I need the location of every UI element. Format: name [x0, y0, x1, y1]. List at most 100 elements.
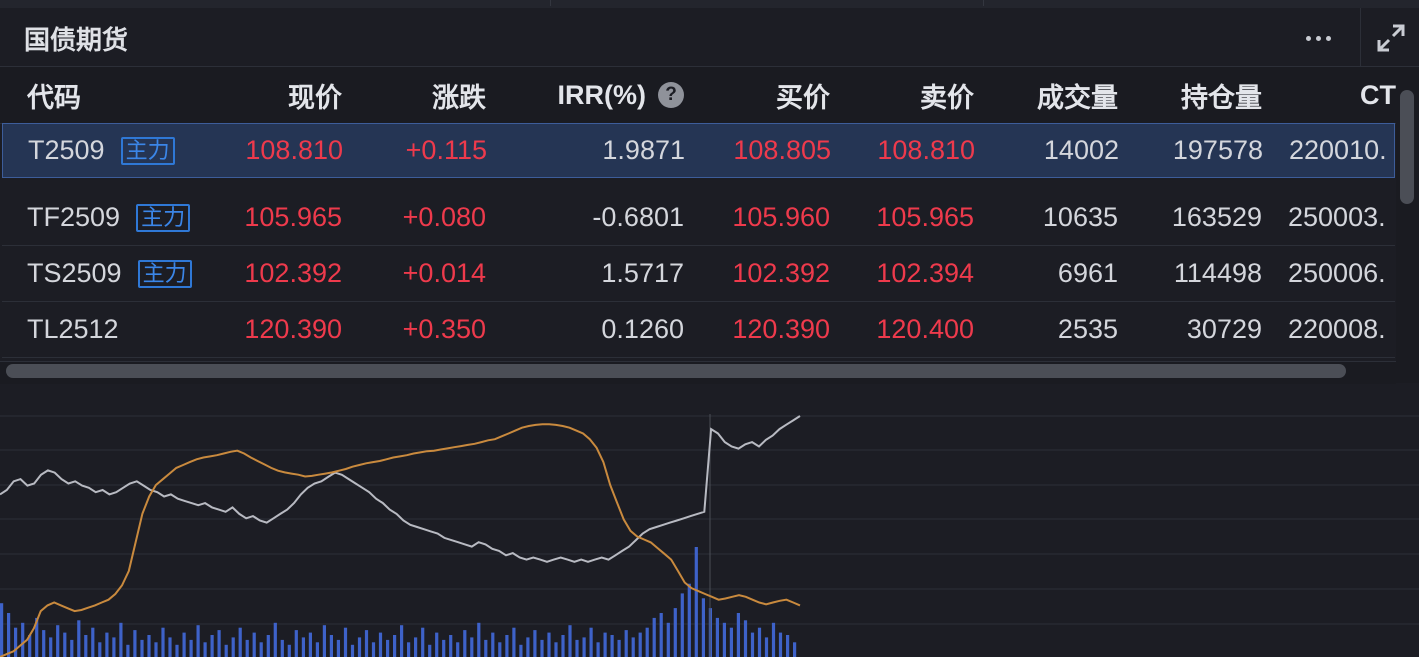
volume-bar: [329, 635, 333, 657]
change-cell: +0.115: [405, 135, 487, 165]
volume-cell: 10635: [1042, 202, 1118, 232]
main-contract-badge: 主力: [137, 259, 192, 288]
volume-bar: [498, 642, 502, 657]
contract-code-cell: T2509 主力: [28, 124, 175, 177]
volume-bar: [112, 637, 116, 657]
table-row[interactable]: T2509 主力 108.810 +0.115 1.9871 108.805 10…: [2, 123, 1395, 178]
contract-code-cell: TS2509 主力: [27, 246, 192, 301]
ask-cell: 108.810: [877, 135, 975, 165]
volume-bars: [0, 547, 797, 657]
volume-bar: [645, 627, 649, 657]
volume-bar: [666, 622, 670, 657]
volume-bar: [63, 632, 67, 657]
volume-bar: [750, 632, 755, 657]
volume-bar: [175, 644, 179, 657]
volume-bar: [793, 642, 797, 657]
volume-bar: [357, 637, 362, 657]
volume-bar: [694, 547, 698, 657]
volume-bar: [617, 639, 621, 657]
col-header-ask[interactable]: 卖价: [920, 82, 974, 113]
volume-bar: [582, 637, 586, 657]
volume-cell: 6961: [1057, 258, 1118, 288]
ask-cell: 105.965: [876, 202, 974, 232]
average-price-line: [0, 423, 801, 657]
horizontal-scrollbar-thumb[interactable]: [6, 364, 1346, 378]
volume-bar: [378, 632, 383, 657]
volume-bar: [505, 635, 509, 657]
question-icon[interactable]: ?: [658, 82, 684, 108]
volume-bar: [589, 627, 593, 657]
col-header-bid[interactable]: 买价: [776, 82, 830, 113]
table-row[interactable]: TS2509 主力 102.392 +0.014 1.5717 102.392 1…: [2, 246, 1395, 302]
volume-bar: [119, 622, 123, 657]
volume-bar: [638, 632, 642, 657]
volume-bar: [245, 639, 249, 657]
volume-bar: [217, 630, 221, 657]
volume-bar: [596, 642, 600, 657]
volume-bar: [0, 603, 4, 657]
volume-bar: [98, 642, 102, 657]
volume-bar: [189, 639, 193, 657]
col-header-ctd[interactable]: CT: [1360, 79, 1396, 110]
irr-cell: 1.5717: [601, 258, 684, 288]
volume-bar: [414, 637, 418, 657]
ctd-cell: 250003.: [1288, 202, 1386, 232]
ask-cell: 102.394: [876, 258, 974, 288]
col-header-price[interactable]: 现价: [288, 82, 342, 113]
volume-bar: [105, 632, 109, 657]
volume-bar: [350, 644, 355, 657]
expand-button[interactable]: [1360, 8, 1419, 66]
col-header-change[interactable]: 涨跌: [432, 82, 486, 113]
volume-bar: [386, 639, 390, 657]
col-header-code[interactable]: 代码: [27, 82, 81, 113]
contract-code: TL2512: [27, 314, 119, 344]
volume-bar: [336, 639, 340, 657]
table-row[interactable]: TL2512 120.390 +0.350 0.1260 120.390 120…: [2, 302, 1395, 358]
volume-bar: [603, 632, 607, 657]
col-header-volume[interactable]: 成交量: [1037, 82, 1118, 113]
volume-bar: [56, 625, 60, 657]
volume-bar: [456, 642, 460, 657]
volume-bar: [554, 642, 558, 657]
volume-cell: 14002: [1043, 135, 1119, 165]
volume-bar: [14, 627, 18, 657]
volume-bar: [743, 620, 748, 657]
volume-bar: [231, 637, 235, 657]
volume-bar: [400, 625, 404, 657]
price-cell: 102.392: [244, 258, 342, 288]
volume-bar: [512, 627, 516, 657]
table-row[interactable]: TF2509 主力 105.965 +0.080 -0.6801 105.960 …: [2, 190, 1395, 246]
volume-bar: [70, 639, 74, 657]
panel-header: 国债期货: [0, 8, 1419, 67]
ctd-cell: 220008.: [1288, 314, 1386, 344]
volume-bar: [547, 632, 551, 657]
vertical-scrollbar-thumb[interactable]: [1400, 90, 1414, 204]
volume-bar: [308, 632, 312, 657]
more-options-button[interactable]: [1298, 18, 1342, 58]
volume-bar: [259, 642, 263, 657]
volume-bar: [28, 635, 32, 657]
change-cell: +0.350: [402, 314, 486, 344]
col-header-irr[interactable]: IRR(%) ?: [500, 67, 684, 123]
volume-bar: [729, 627, 733, 657]
volume-bar: [786, 635, 790, 657]
volume-bar: [224, 644, 228, 657]
ctd-cell: 220010.: [1289, 135, 1387, 165]
col-header-open-interest[interactable]: 持仓量: [1181, 82, 1262, 113]
volume-bar: [154, 642, 158, 657]
volume-bar: [449, 635, 453, 657]
top-strip: [0, 0, 1419, 8]
volume-bar: [393, 635, 397, 657]
volume-bar: [91, 627, 95, 657]
tab-divider: [983, 0, 984, 6]
volume-bar: [673, 608, 677, 657]
contract-code: TS2509: [27, 258, 122, 288]
volume-bar: [568, 625, 572, 657]
price-cell: 105.965: [244, 202, 342, 232]
tab-divider: [550, 0, 551, 6]
price-cell: 120.390: [244, 314, 342, 344]
volume-bar: [161, 627, 165, 657]
volume-bar: [252, 632, 256, 657]
open-interest-cell: 197578: [1172, 135, 1263, 165]
volume-bar: [343, 627, 348, 657]
